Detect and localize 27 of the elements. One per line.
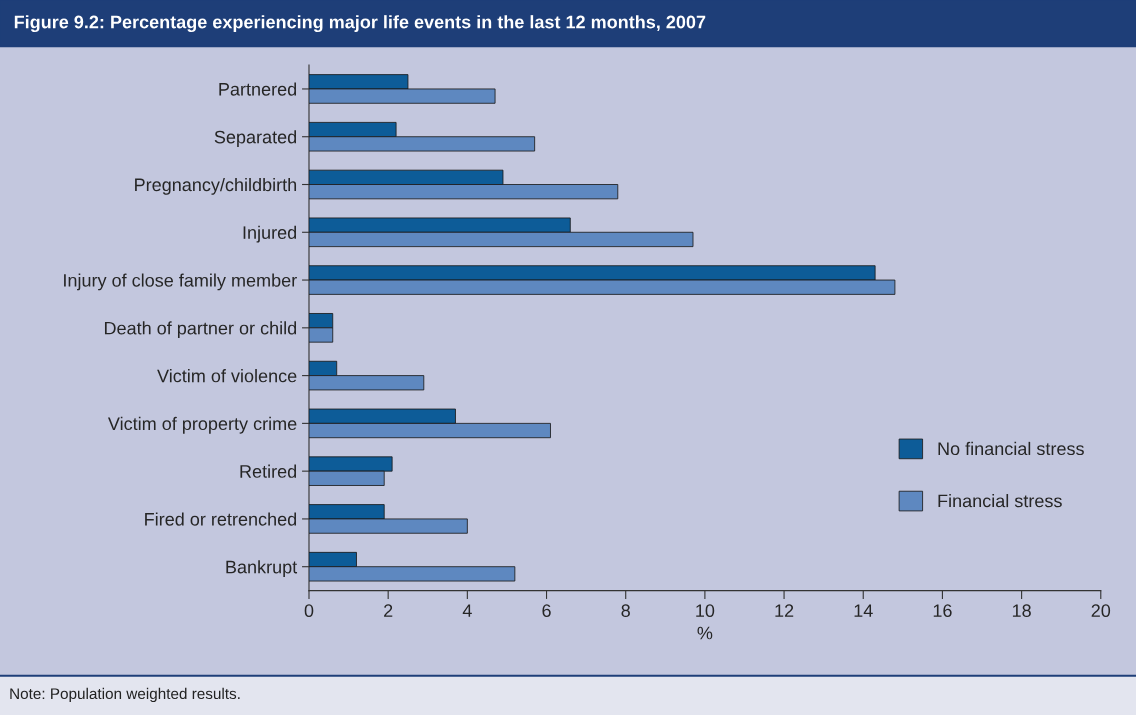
y-tick-label: Retired	[240, 464, 297, 478]
x-tick-label: 2	[384, 604, 393, 617]
y-tick-label: Victim of property crime	[107, 416, 297, 434]
x-tick-label: 18	[1012, 604, 1031, 618]
y-tick-label: Bankrupt	[226, 560, 298, 577]
y-tick-label: Injury of close family member	[64, 273, 297, 291]
legend-label: Financial stress	[938, 494, 1062, 508]
y-tick-label: Injured	[243, 225, 297, 243]
y-tick-label: Partnered	[219, 82, 297, 96]
x-tick-label: 16	[933, 604, 952, 618]
legend-label: No financial stress	[938, 441, 1084, 456]
y-tick-label: Victim of violence	[157, 369, 297, 383]
y-tick-label: Pregnancy/childbirth	[135, 177, 297, 195]
x-tick-label: 8	[621, 604, 630, 618]
x-tick-label: 14	[854, 604, 873, 617]
x-tick-label: 0	[304, 604, 314, 618]
x-tick-label: 12	[775, 604, 794, 617]
x-tick-label: 20	[1091, 604, 1111, 618]
text: Note: Population weighted results.	[10, 687, 240, 703]
x-tick-label: 6	[542, 604, 551, 618]
y-tick-label: Fired or retrenched	[145, 512, 297, 526]
y-tick-label: Separated	[214, 130, 297, 148]
x-tick-label: 10	[696, 604, 715, 618]
x-tick-label: 4	[462, 604, 472, 617]
x-axis-title: %	[697, 626, 713, 640]
chart-title: Figure 9.2: Percentage experiencing major life events in the last 12 months, 2007	[14, 15, 706, 33]
y-tick-label: Death of partner or child	[104, 321, 297, 339]
